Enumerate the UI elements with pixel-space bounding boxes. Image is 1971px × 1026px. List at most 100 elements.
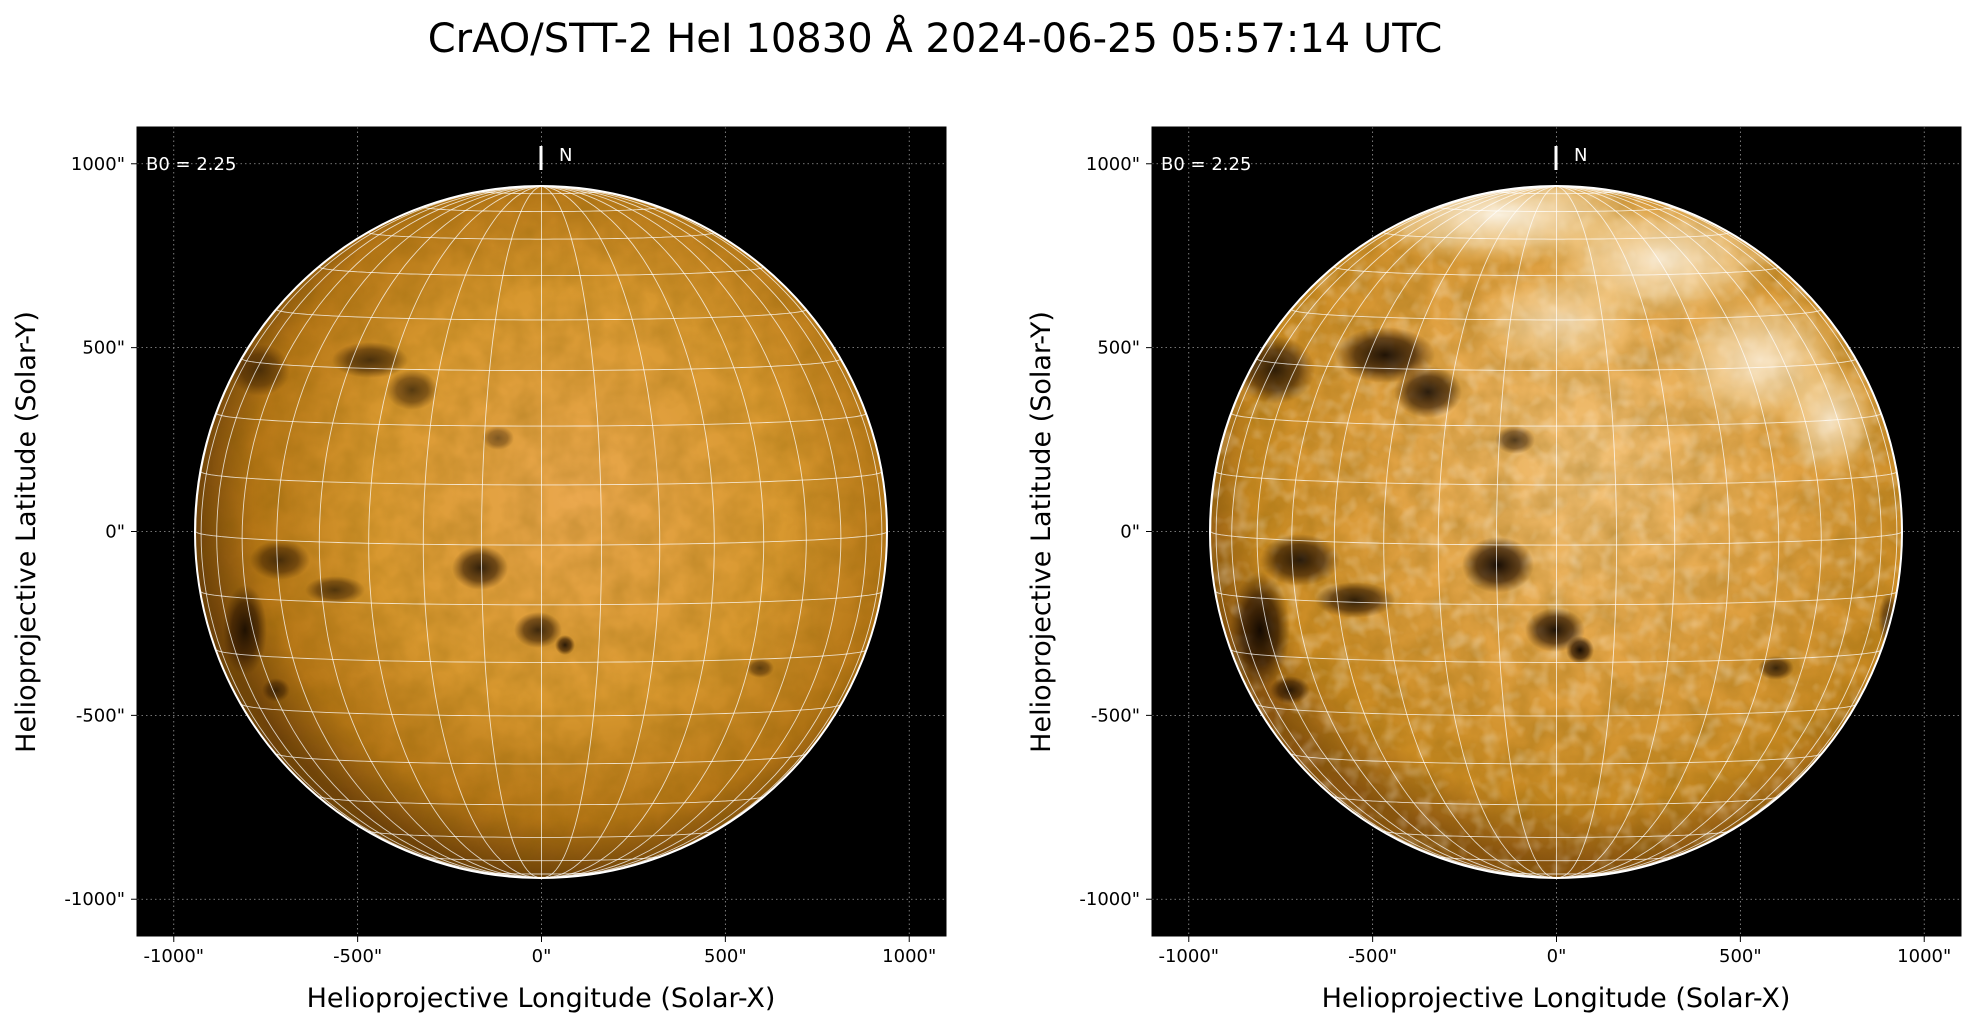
heliographic-gridline — [541, 185, 715, 878]
heliographic-gridline — [541, 185, 807, 878]
heliographic-gridline — [216, 413, 867, 427]
heliographic-gridline — [318, 185, 542, 878]
x-tick-label: 500" — [704, 946, 747, 967]
heliographic-gridline — [541, 185, 883, 868]
y-tick-label: 1000" — [1086, 154, 1140, 175]
heliographic-gridline — [1215, 471, 1898, 486]
x-ticks-left: -1000" -500" 0" 500" 1000" — [143, 936, 936, 967]
heliographic-gridline — [276, 309, 807, 321]
y-tick-label: -1000" — [1079, 889, 1140, 910]
heliographic-gridline — [1257, 704, 1856, 717]
heliographic-gridline — [1556, 185, 1730, 878]
heliographic-gridline — [242, 704, 841, 717]
north-label-right: N — [1574, 145, 1587, 166]
heliographic-gridline — [1437, 206, 1676, 213]
heliographic-gridline — [241, 358, 842, 372]
heliographic-gridline — [1291, 185, 1557, 878]
heliographic-gridline — [1556, 185, 1857, 877]
heliographic-gridline — [1383, 231, 1730, 240]
heliographic-gridline — [200, 185, 542, 868]
heliographic-gridline — [1231, 413, 1882, 427]
panel-left: B0 = 2.25 N -1000" -500" 0" 500" 1000" 1000"… — [11, 126, 947, 1014]
heliographic-gridline — [541, 185, 661, 878]
heliographic-gridline — [1496, 191, 1617, 195]
heliographic-gridline — [276, 185, 542, 878]
heliographic-gridline — [483, 871, 600, 875]
heliographic-gridline — [481, 191, 602, 195]
heliographic-gridline — [1231, 185, 1557, 875]
x-tick-label: -1000" — [143, 946, 204, 967]
dark-features-left — [223, 342, 774, 702]
heliographic-gridline — [1383, 830, 1730, 838]
y-tick-label: 500" — [82, 338, 125, 359]
heliographic-gridline — [1498, 871, 1615, 875]
x-tick-label: -1000" — [1158, 946, 1219, 967]
solar-disk-right — [1210, 186, 1902, 878]
heliographic-gridline — [319, 796, 764, 806]
heliographic-gridline — [1556, 185, 1898, 868]
heliographic-gridline — [422, 206, 661, 213]
heliographic-gridline — [368, 185, 542, 878]
x-axis-label-left: Helioprojective Longitude (Solar-X) — [307, 983, 776, 1014]
heliographic-gridline — [1556, 185, 1780, 878]
heliographic-gridline — [276, 753, 807, 765]
heliographic-gridline — [368, 830, 715, 838]
y-tick-label: 0" — [1120, 522, 1140, 543]
b0-label-left: B0 = 2.25 — [146, 154, 236, 175]
x-tick-label: -500" — [1348, 946, 1397, 967]
panel-right: B0 = 2.25 N -1000" -500" 0" 500" 1000" 1000"… — [1026, 126, 1962, 1014]
heliographic-gridline — [1256, 185, 1557, 877]
heliographic-gridline — [541, 185, 765, 878]
heliographic-gridline — [541, 185, 602, 878]
y-ticks-left: 1000" 500" 0" -500" -1000" — [64, 154, 137, 910]
heliographic-gridline — [1439, 856, 1674, 862]
north-label-left: N — [559, 145, 572, 166]
b0-label-right: B0 = 2.25 — [1161, 154, 1251, 175]
heliographic-gridline — [1383, 185, 1557, 878]
heliographic-gridline — [1333, 266, 1780, 277]
x-tick-label: 1000" — [882, 946, 936, 967]
heliographic-gridline — [318, 266, 765, 277]
heliographic-gridline — [1496, 185, 1557, 878]
y-tick-label: -500" — [1091, 705, 1140, 726]
heliographic-gridline — [1437, 185, 1557, 878]
x-ticks-right: -1000" -500" 0" 500" 1000" — [1158, 936, 1951, 967]
y-tick-label: -1000" — [64, 889, 125, 910]
heliographic-gridline — [216, 649, 867, 663]
heliographic-gridline — [1556, 185, 1822, 878]
heliographic-gridline — [200, 471, 883, 486]
heliographic-gridline — [368, 231, 715, 240]
dark-features-right — [1230, 327, 1902, 704]
x-tick-label: -500" — [333, 946, 382, 967]
x-tick-label: 0" — [532, 946, 552, 967]
heliographic-gridline — [1216, 591, 1897, 606]
y-tick-label: 1000" — [71, 154, 125, 175]
heliographic-gridline — [481, 185, 542, 878]
heliographic-gridline — [1215, 185, 1557, 868]
heliographic-gridline — [1334, 796, 1779, 806]
heliographic-gridline — [541, 185, 842, 877]
heliographic-gridline — [201, 591, 882, 606]
y-tick-label: 500" — [1097, 338, 1140, 359]
heliographic-gridline — [241, 185, 542, 877]
heliographic-gridline — [541, 185, 867, 875]
y-tick-label: 0" — [105, 522, 125, 543]
solar-disk-left — [195, 186, 887, 878]
heliographic-gridline — [1210, 531, 1903, 546]
heliographic-gridline — [1256, 358, 1857, 372]
heliographic-gridline — [1291, 753, 1822, 765]
heliographic-grid-right — [1210, 185, 1903, 878]
heliographic-gridline — [1333, 185, 1557, 878]
x-tick-label: 0" — [1547, 946, 1567, 967]
limb-circle-right — [1209, 185, 1903, 879]
y-ticks-right: 1000" 500" 0" -500" -1000" — [1079, 154, 1152, 910]
x-axis-label-right: Helioprojective Longitude (Solar-X) — [1322, 983, 1791, 1014]
figure-title: CrAO/STT-2 HeI 10830 Å 2024-06-25 05:57:… — [428, 14, 1443, 62]
y-tick-label: -500" — [76, 705, 125, 726]
heliographic-gridline — [1556, 185, 1882, 875]
heliographic-gridline — [195, 531, 888, 546]
limb-circle-left — [194, 185, 888, 879]
heliographic-gridline — [424, 856, 659, 862]
x-tick-label: 1000" — [1897, 946, 1951, 967]
heliographic-gridline — [422, 185, 542, 878]
